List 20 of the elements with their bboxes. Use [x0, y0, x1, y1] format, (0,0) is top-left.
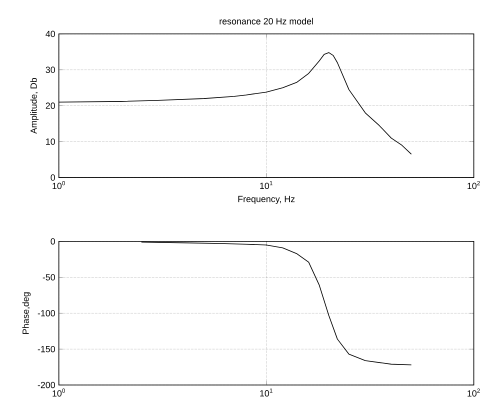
y-axis-title: Amplitude, Db	[30, 78, 39, 134]
x-axis-title: Frequency, Hz	[238, 196, 295, 204]
x-tick-label: 10$^{1}$	[260, 388, 272, 397]
x-tick-label: 10$^{2}$	[468, 181, 480, 190]
y-tick-label: 0	[50, 174, 55, 181]
x-tick-label: 10$^{2}$	[468, 388, 480, 397]
y-tick-label: 10	[46, 138, 55, 145]
x-tick-label: 10$^{0}$	[52, 181, 66, 190]
y-tick-label: -100	[38, 310, 55, 316]
y-axis-title: Phase,deg	[22, 292, 31, 334]
y-tick-label: 0	[50, 238, 55, 245]
y-tick-label: -200	[38, 382, 55, 388]
y-tick-label: -50	[42, 274, 55, 280]
x-tick-label: 10$^{1}$	[260, 181, 272, 190]
x-tick-label: 10$^{0}$	[52, 388, 66, 397]
y-tick-label: 30	[46, 66, 55, 74]
y-tick-label: -150	[38, 346, 55, 352]
y-tick-label: 20	[46, 102, 55, 109]
chart-title: resonance 20 Hz model	[220, 18, 313, 24]
y-tick-label: 40	[46, 30, 55, 38]
